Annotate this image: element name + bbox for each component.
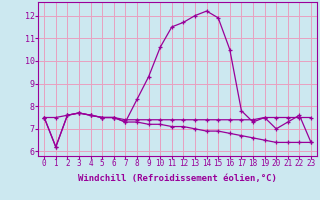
X-axis label: Windchill (Refroidissement éolien,°C): Windchill (Refroidissement éolien,°C)	[78, 174, 277, 183]
